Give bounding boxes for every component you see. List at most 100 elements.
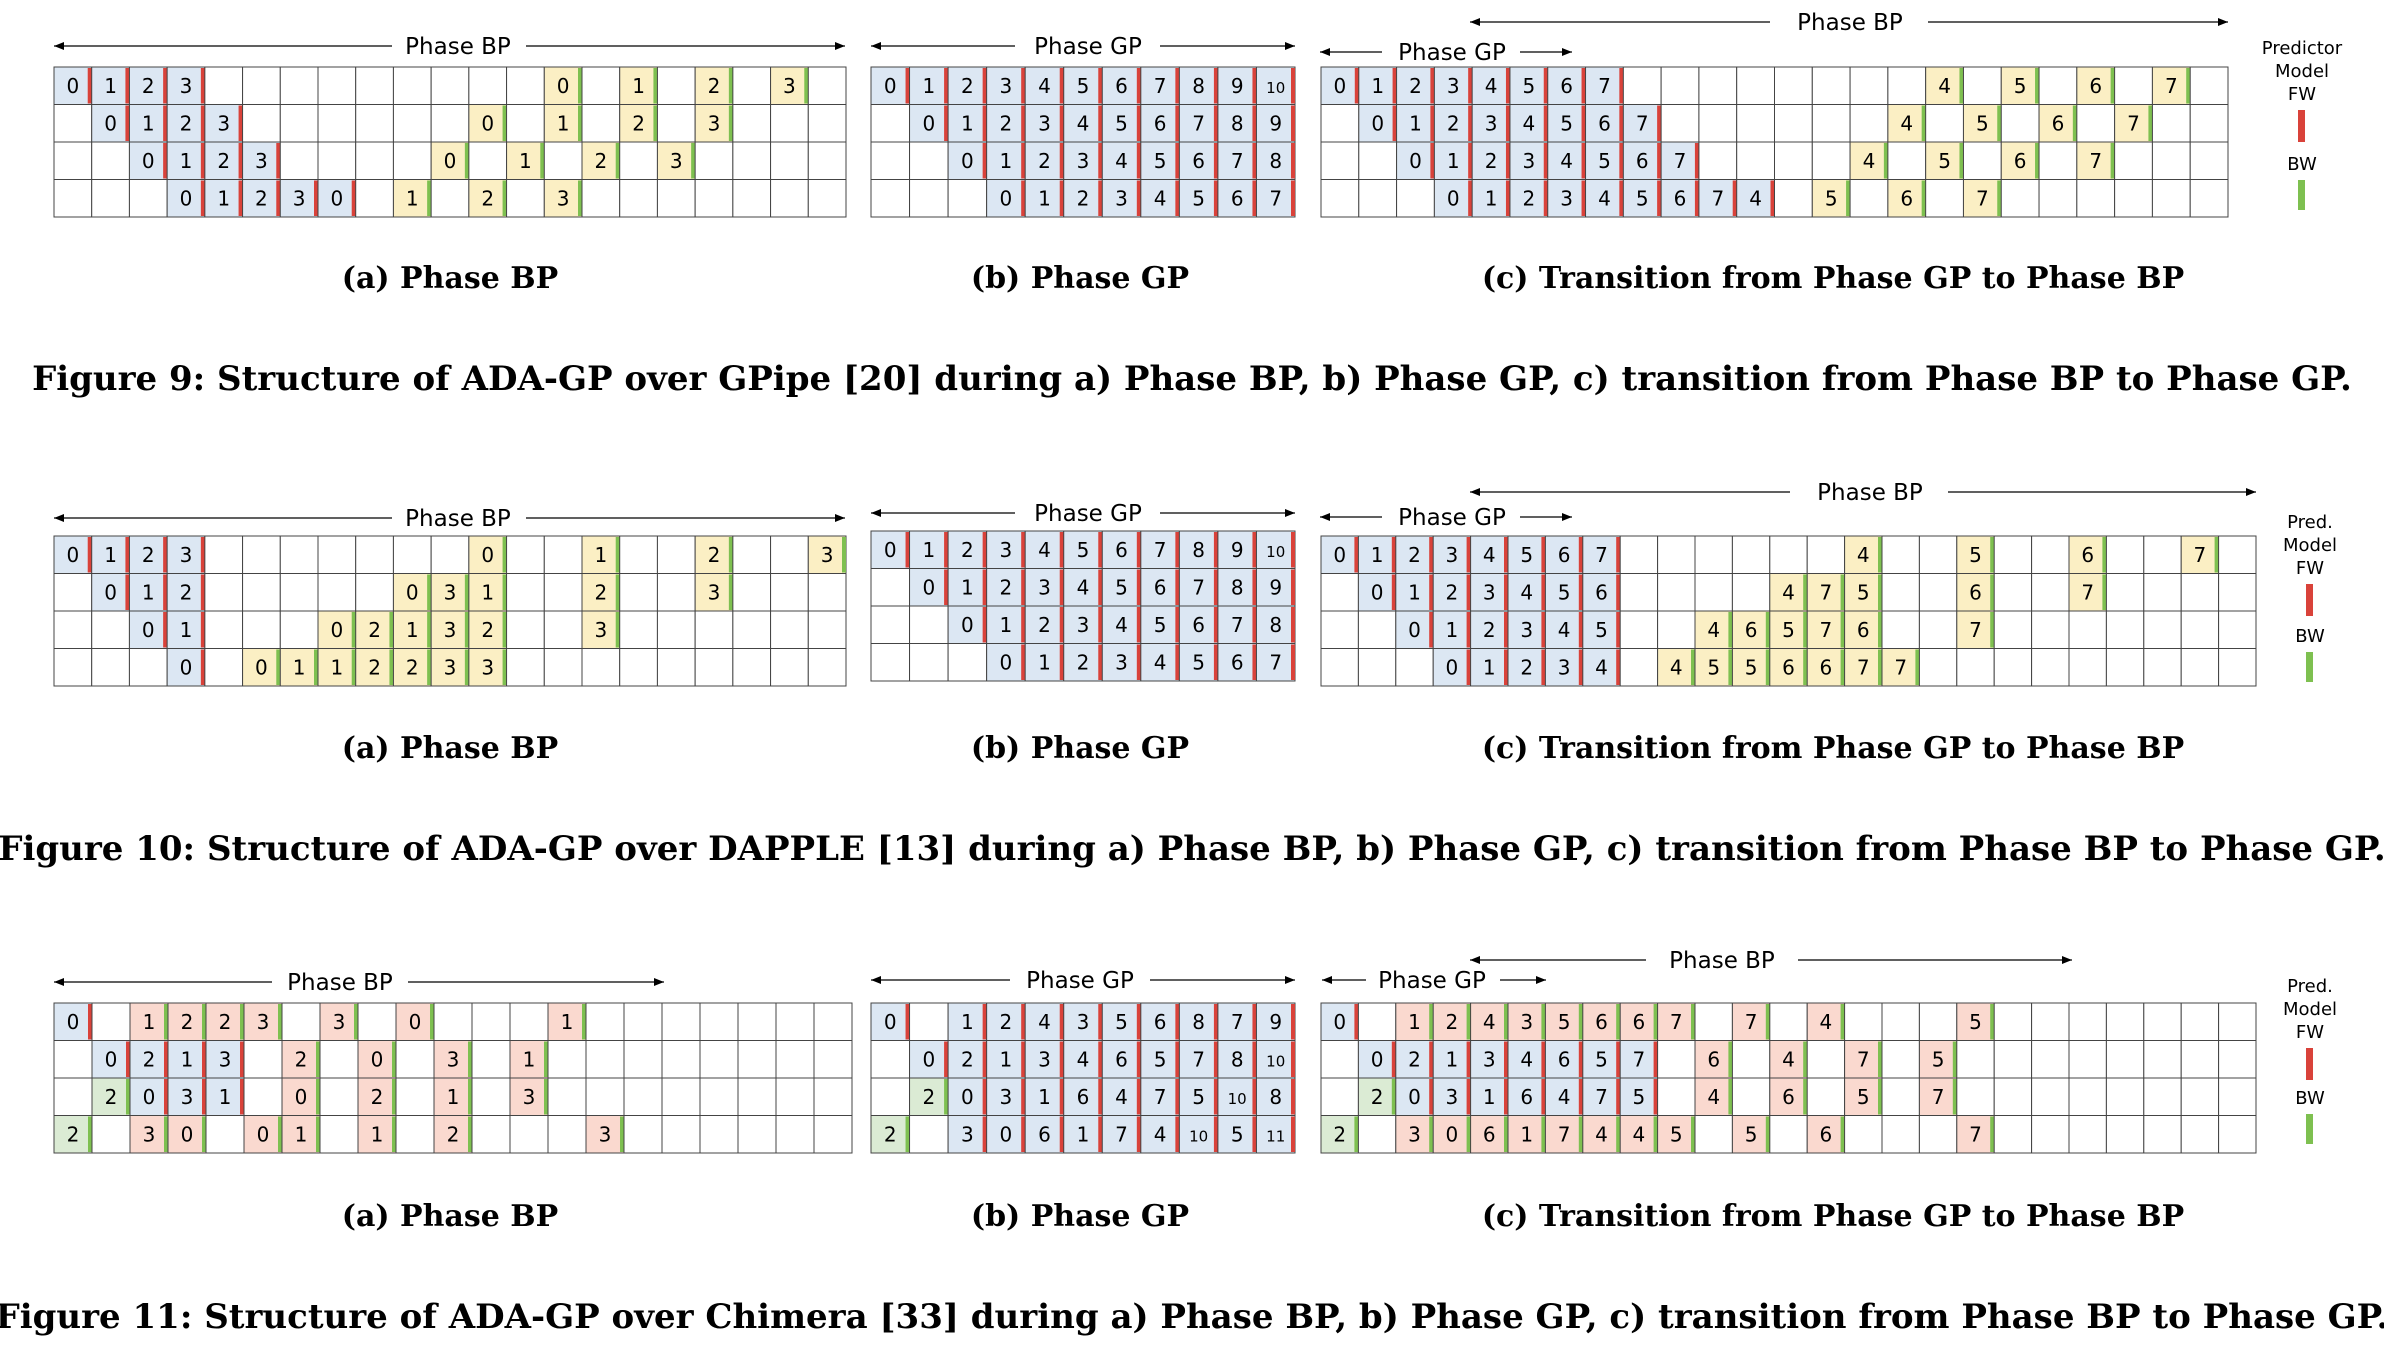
schedule-cell [53,1002,93,1041]
cell-label: 6 [1483,1122,1496,1146]
bw-marker [1354,1116,1359,1152]
schedule-cell [1547,179,1587,218]
bw-marker [2110,143,2115,179]
empty-cell [870,104,911,143]
bw-marker [842,537,846,573]
fw-marker [1098,180,1103,216]
empty-cell [870,568,911,607]
empty-cell [395,1115,435,1154]
fw-marker [1213,68,1218,104]
bw-marker [2186,68,2191,104]
schedule-cell [1178,141,1219,180]
bw-marker [392,1079,396,1115]
empty-cell [694,648,734,687]
empty-cell [468,66,508,105]
schedule-grid: 0 1 2 4 3 5 6 8 7 9 0 2 1 3 4 6 5 7 8 10 2 0 3 1 6 4 7 5 10 8 2 3 0 6 1 7 4 1… [870,1002,1296,1154]
bw-marker [202,1116,206,1152]
cell-label: 0 [922,575,935,599]
fw-marker [1504,537,1508,573]
bw-marker [728,68,733,104]
cell-label: 2 [594,149,607,173]
fw-marker [1136,532,1141,568]
cell-label: 2 [142,74,155,98]
phase-label-gp: Phase GP [1398,40,1506,66]
cell-label: 3 [1560,186,1573,210]
fw-marker [1541,1041,1546,1077]
cell-label: 2 [1485,149,1498,173]
cell-label: 1 [406,618,419,642]
empty-cell [2143,1040,2182,1079]
empty-cell [1956,1077,1995,1116]
schedule-cell [1255,1040,1296,1079]
schedule-cell [1509,66,1549,105]
fw-marker [202,1079,206,1115]
schedule-cell [1544,1040,1584,1079]
fw-marker [200,68,205,104]
schedule-cell [430,573,470,612]
bw-marker [430,1004,434,1040]
fw-marker [1252,105,1257,141]
schedule-cell [53,1115,93,1154]
schedule-cell [204,179,244,218]
schedule-cell [1470,1077,1509,1116]
empty-cell [1993,573,2033,612]
cell-label: 0 [143,1085,156,1109]
fw-marker [982,105,987,141]
fw-marker [1021,569,1026,605]
cell-label: 3 [1000,74,1013,98]
cell-label: 4 [1900,111,1913,135]
fw-marker [1616,1041,1621,1077]
cell-label: 3 [444,580,457,604]
cell-label: 2 [708,74,721,98]
arrowhead-right [835,42,845,50]
fw-marker [1252,1004,1257,1040]
figure-caption: Figure 11: Structure of ADA-GP over Chim… [0,1297,2384,1337]
cell-label: 0 [180,655,193,679]
schedule-cell [1582,648,1621,687]
cell-label: 7 [1670,1010,1683,1034]
empty-cell [1881,1002,1920,1041]
cell-label: 0 [142,618,155,642]
empty-cell [656,648,696,687]
legend-bw-marker [2306,1114,2313,1144]
schedule-cell [1507,573,1546,612]
fw-marker [1468,105,1473,141]
schedule-cell [543,179,583,218]
empty-cell [2105,1002,2145,1041]
cell-label: 3 [444,655,457,679]
bw-marker [1616,1116,1621,1152]
panel-caption: (b) Phase GP [971,1199,1189,1234]
empty-cell [909,643,949,682]
cell-label: 6 [1595,580,1608,604]
cell-label: 3 [670,149,683,173]
bw-marker [464,612,469,648]
arrowhead-right [835,514,845,522]
bw-marker [1391,1079,1396,1115]
schedule-cell [1582,535,1621,574]
empty-cell [2068,1002,2107,1041]
empty-cell [661,1002,701,1041]
bw-marker [1466,1004,1471,1040]
cell-label: 4 [1115,1085,1128,1109]
cell-label: 4 [1077,575,1090,599]
empty-cell [506,610,545,649]
empty-cell [243,1077,283,1116]
cell-label: 5 [1192,650,1205,674]
schedule-cell [909,66,949,105]
empty-cell [2114,141,2153,180]
cell-label: 7 [1231,1010,1244,1034]
schedule-cell [947,66,988,105]
panel-caption: (a) Phase BP [342,731,558,766]
empty-cell [694,141,734,180]
fw-marker [1175,1116,1180,1152]
cell-label: 6 [1636,149,1649,173]
schedule-cell [1918,1040,1958,1079]
empty-cell [1736,104,1776,143]
empty-cell [2218,535,2257,574]
fw-marker [1466,649,1471,685]
arrowhead-left [871,42,881,50]
empty-cell [1358,141,1398,180]
fw-marker [1291,607,1295,643]
bw-marker [464,574,469,610]
cell-label: 1 [1371,543,1384,567]
